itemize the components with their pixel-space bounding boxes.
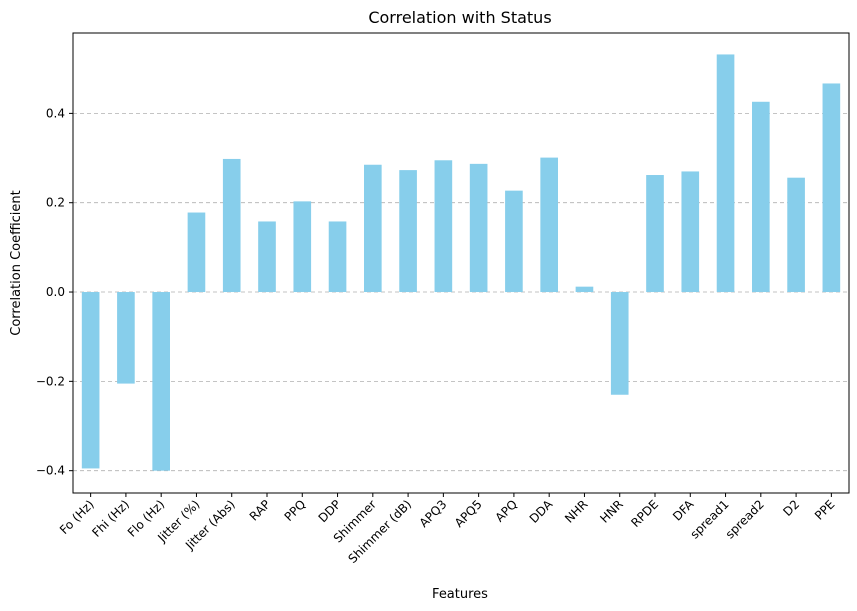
- plot-frame: [72, 32, 850, 494]
- bar: [505, 190, 523, 293]
- y-tick-label: −0.2: [36, 374, 65, 388]
- bar: [399, 170, 417, 293]
- x-axis-ticks: Fo (Hz)Fhi (Hz)Flo (Hz)Jitter (%)Jitter …: [57, 493, 838, 566]
- x-tick-label: PPQ: [282, 497, 309, 524]
- y-tick-label: −0.4: [36, 464, 65, 478]
- bars: [81, 54, 841, 471]
- bar: [540, 157, 558, 293]
- y-tick-label: 0.4: [46, 106, 65, 120]
- y-tick-label: 0.0: [46, 285, 65, 299]
- bar: [222, 158, 241, 293]
- bar: [787, 177, 805, 293]
- bar: [81, 292, 100, 469]
- x-tick-label: APQ: [493, 497, 520, 524]
- x-tick-label: APQ3: [417, 497, 450, 530]
- x-axis-label: Features: [432, 587, 488, 602]
- chart-title: Correlation with Status: [368, 8, 551, 27]
- x-tick-label: DDP: [316, 497, 344, 525]
- y-axis-label: Correlation Coefficient: [9, 190, 24, 336]
- bar: [610, 292, 629, 395]
- x-tick-label: NHR: [562, 497, 591, 526]
- bar: [469, 163, 488, 293]
- x-tick-label: RAP: [247, 497, 273, 523]
- y-tick-label: 0.2: [46, 196, 65, 210]
- x-tick-label: DFA: [670, 497, 697, 524]
- x-tick-label: APQ5: [452, 497, 485, 530]
- x-tick-label: PPE: [812, 497, 838, 523]
- x-tick-label: spread2: [723, 497, 767, 541]
- bar: [187, 212, 206, 293]
- bar: [681, 171, 700, 293]
- bar: [716, 54, 735, 293]
- bar: [364, 164, 382, 293]
- x-tick-label: RPDE: [628, 497, 661, 530]
- bar: [822, 83, 841, 293]
- bar: [152, 292, 170, 471]
- x-tick-label: Fhi (Hz): [89, 497, 132, 540]
- x-tick-label: DDA: [527, 497, 556, 526]
- bar: [293, 201, 312, 293]
- bar: [434, 160, 453, 293]
- bar: [328, 221, 347, 293]
- bar: [646, 175, 664, 293]
- bar: [258, 221, 276, 293]
- x-tick-label: HNR: [597, 497, 626, 526]
- x-tick-label: D2: [780, 497, 802, 519]
- x-tick-label: Shimmer (dB): [345, 497, 414, 566]
- bar: [752, 101, 770, 293]
- bar: [575, 286, 594, 293]
- y-axis-ticks: −0.4 −0.2 0.0 0.2 0.4: [36, 106, 73, 478]
- bar: [117, 292, 135, 384]
